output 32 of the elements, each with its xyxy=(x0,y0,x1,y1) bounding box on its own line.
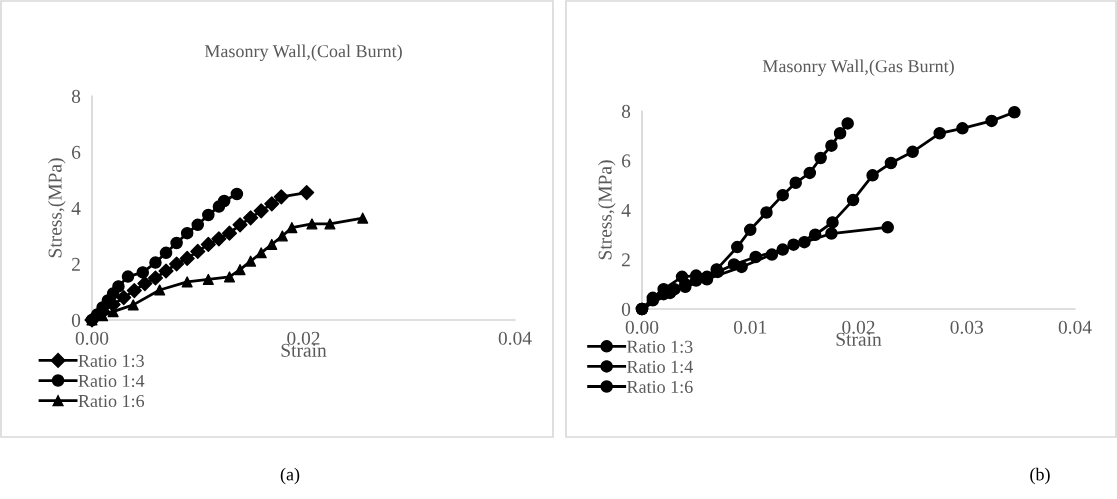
x-tick-label: 0.00 xyxy=(625,320,659,334)
legend-label: Ratio 1:3 xyxy=(627,340,693,353)
x-tick-label: 0.02 xyxy=(287,331,320,345)
x-axis-title: Strain xyxy=(281,343,327,357)
y-tick-label: 0 xyxy=(71,313,81,327)
y-tick-label: 4 xyxy=(621,203,631,217)
legend-label: Ratio 1:4 xyxy=(78,374,145,388)
y-tick-label: 0 xyxy=(621,302,631,316)
text: (b) xyxy=(1030,467,1050,485)
chart-title: Masonry Wall,(Coal Burnt) xyxy=(204,44,402,62)
x-tick-label: 0.02 xyxy=(842,320,875,334)
y-tick-label: 2 xyxy=(72,257,80,271)
y-tick-label: 2 xyxy=(622,253,630,267)
y-tick-label: 6 xyxy=(72,145,81,159)
y-tick-label: 4 xyxy=(71,201,81,215)
chart-title: Masonry Wall,(Gas Burnt) xyxy=(762,59,954,77)
x-tick-label: 0.03 xyxy=(950,320,983,334)
legend-label: Ratio 1:6 xyxy=(627,380,693,394)
legend-label: Ratio 1:4 xyxy=(627,360,693,373)
legend-label: Ratio 1:3 xyxy=(78,354,144,367)
x-tick-label: 0.00 xyxy=(75,331,109,345)
x-tick-label: 0.04 xyxy=(498,331,532,345)
legend-label: Ratio 1:6 xyxy=(78,394,145,408)
x-tick-label: 0.01 xyxy=(733,320,767,334)
y-tick-label: 8 xyxy=(621,104,631,118)
y-axis-title: Stress,(MPa) xyxy=(47,158,66,258)
text: (a) xyxy=(280,467,300,485)
x-tick-label: 0.04 xyxy=(1058,320,1092,334)
y-axis-title: Stress,(MPa) xyxy=(597,160,616,260)
y-tick-label: 6 xyxy=(622,154,631,168)
y-tick-label: 8 xyxy=(71,89,81,103)
x-axis-title: Strain xyxy=(836,332,882,346)
